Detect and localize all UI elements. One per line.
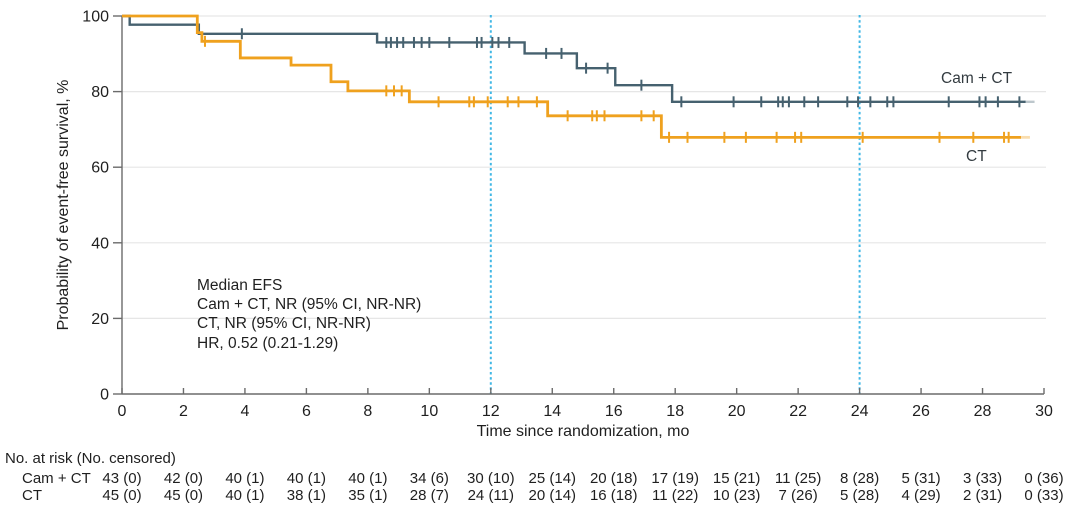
risk-cell: 40 (1) xyxy=(225,470,265,487)
risk-cell: 2 (31) xyxy=(962,486,1003,504)
x-tick-label: 0 xyxy=(118,403,127,420)
risk-cell: 20 (18) xyxy=(589,470,638,487)
risk-cell: 40 (1) xyxy=(225,486,265,504)
y-tick-label: 80 xyxy=(91,84,109,101)
risk-cell: 16 (18) xyxy=(589,486,638,504)
median-efs-annotation: Median EFS Cam + CT, NR (95% CI, NR-NR) … xyxy=(197,276,421,353)
x-tick-label: 30 xyxy=(1035,403,1053,420)
risk-cell: 30 (10) xyxy=(467,470,515,487)
risk-cell: 11 (22) xyxy=(651,486,699,504)
x-tick-label: 2 xyxy=(179,403,188,420)
x-tick-label: 12 xyxy=(482,403,500,420)
x-tick-label: 26 xyxy=(912,403,930,420)
risk-cell: 20 (14) xyxy=(528,486,577,504)
x-axis-title: Time since randomization, mo xyxy=(476,423,690,440)
risk-cell: 5 (31) xyxy=(901,470,941,487)
x-tick-label: 14 xyxy=(543,403,561,420)
risk-cell: 45 (0) xyxy=(163,486,204,504)
y-tick-label: 0 xyxy=(100,387,109,404)
x-tick-label: 16 xyxy=(605,403,623,420)
annotation-line-camct: Cam + CT, NR (95% CI, NR-NR) xyxy=(197,296,422,314)
y-tick-label: 60 xyxy=(91,160,109,177)
risk-cell: 3 (33) xyxy=(962,470,1003,487)
risk-cell: 34 (6) xyxy=(409,470,449,487)
x-tick-label: 24 xyxy=(851,403,869,420)
risk-cell: 4 (29) xyxy=(901,486,941,504)
risk-cell: 38 (1) xyxy=(286,486,326,504)
survival-curve-camct xyxy=(122,14,1026,104)
y-tick-label: 20 xyxy=(91,311,109,328)
risk-cell: 42 (0) xyxy=(163,470,204,487)
x-tick-label: 22 xyxy=(789,403,807,420)
risk-cell: 25 (14) xyxy=(528,470,577,487)
x-tick-label: 4 xyxy=(240,403,249,420)
risk-cell: 40 (1) xyxy=(286,470,326,487)
risk-cell: 15 (21) xyxy=(712,470,761,487)
risk-row-label-camct: Cam + CT xyxy=(22,470,91,487)
risk-cell: 45 (0) xyxy=(102,486,142,504)
risk-cell: 17 (19) xyxy=(651,470,699,487)
risk-cell: 35 (1) xyxy=(348,486,388,504)
risk-cell: 11 (25) xyxy=(774,470,822,487)
survival-curve-ct xyxy=(122,14,1021,139)
x-tick-label: 8 xyxy=(363,403,372,420)
risk-cell: 0 (36) xyxy=(1024,470,1064,487)
y-axis-title: Probability of event-free survival, % xyxy=(55,79,72,331)
risk-table-header: No. at risk (No. censored) xyxy=(5,450,176,467)
y-tick-label: 100 xyxy=(82,9,109,26)
risk-cell: 24 (11) xyxy=(467,486,515,504)
x-tick-label: 18 xyxy=(666,403,684,420)
risk-cell: 5 (28) xyxy=(840,486,880,504)
x-tick-label: 20 xyxy=(728,403,746,420)
curve-label-camct: Cam + CT xyxy=(941,70,1013,87)
risk-cell: 43 (0) xyxy=(102,470,142,487)
curve-label-ct: CT xyxy=(966,148,987,165)
x-tick-label: 28 xyxy=(974,403,992,420)
risk-cell: 8 (28) xyxy=(840,470,880,487)
x-tick-label: 6 xyxy=(302,403,311,420)
y-tick-label: 40 xyxy=(91,235,109,252)
risk-cell: 0 (33) xyxy=(1024,486,1064,504)
risk-cell: 28 (7) xyxy=(409,486,449,504)
annotation-line-hr: HR, 0.52 (0.21-1.29) xyxy=(197,334,339,352)
annotation-line-ct: CT, NR (95% CI, NR-NR) xyxy=(197,315,371,333)
risk-cell: 7 (26) xyxy=(778,486,818,504)
annotation-line-median: Median EFS xyxy=(197,277,283,294)
x-tick-label: 10 xyxy=(420,403,438,420)
risk-cell: 40 (1) xyxy=(348,470,388,487)
risk-row-label-ct: CT xyxy=(22,486,42,504)
risk-cell: 10 (23) xyxy=(712,486,761,504)
